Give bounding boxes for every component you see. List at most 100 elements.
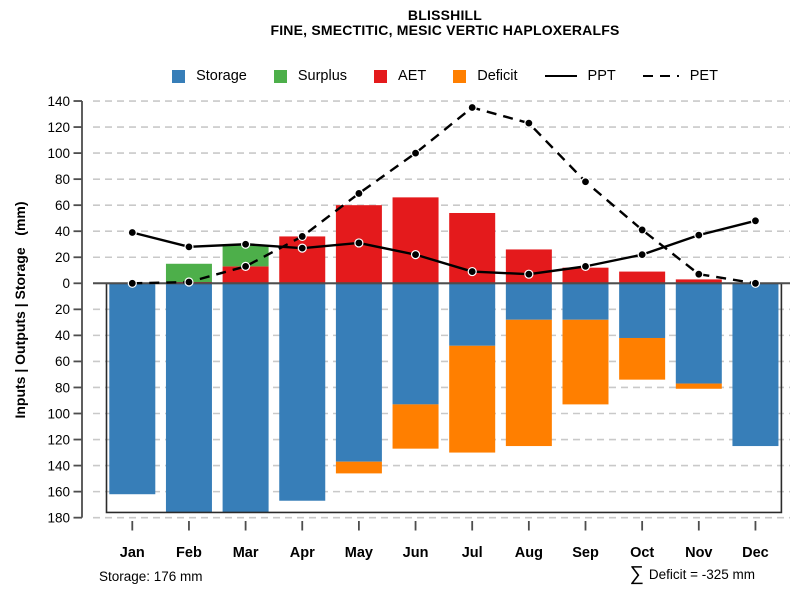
- month-label-Mar: Mar: [233, 545, 259, 561]
- legend-item-ppt: PPT: [544, 68, 616, 84]
- bar-storage-Jul: [449, 283, 496, 346]
- month-label-Nov: Nov: [685, 545, 712, 561]
- ppt-marker-Jun: [410, 250, 421, 260]
- pet-marker-Jun: [410, 148, 421, 158]
- legend-item-pet: PET: [642, 68, 718, 84]
- y-tick-label-40: 40: [55, 224, 70, 239]
- legend-label: Deficit: [477, 68, 518, 84]
- bar-deficit-Oct: [619, 337, 666, 380]
- bar-deficit-Sep: [562, 319, 609, 405]
- y-tick-label-60: 60: [55, 198, 70, 213]
- bar-storage-Dec: [732, 283, 779, 447]
- month-label-Jan: Jan: [120, 545, 145, 561]
- pet-marker-Nov: [694, 269, 704, 279]
- bar-deficit-Nov: [675, 383, 722, 389]
- month-label-Feb: Feb: [176, 545, 202, 561]
- pet-marker-Sep: [580, 177, 591, 187]
- legend-line-swatch-ppt: [544, 75, 577, 77]
- y-tick-label--140: 140: [47, 458, 70, 473]
- storage-annotation: Storage: 176 mm: [99, 569, 203, 584]
- bar-storage-Aug: [505, 283, 552, 320]
- pet-line: [132, 106, 756, 285]
- bar-surplus-Feb: [165, 263, 212, 282]
- pet-marker-Aug: [524, 118, 534, 128]
- ppt-marker-Feb: [184, 242, 194, 252]
- y-tick-label--40: 40: [55, 328, 70, 343]
- pet-marker-Jul: [467, 102, 477, 113]
- legend-item-aet: AET: [374, 68, 426, 84]
- ppt-marker-Nov: [694, 230, 704, 240]
- pet-marker-May: [354, 188, 364, 199]
- bar-deficit-Jun: [392, 404, 439, 449]
- bar-storage-Mar: [222, 283, 269, 513]
- ppt-marker-Oct: [637, 250, 647, 260]
- ppt-marker-Jul: [467, 266, 477, 277]
- ppt-marker-Aug: [524, 269, 534, 279]
- bar-aet-Oct: [619, 271, 666, 284]
- y-axis-label: Inputs | Outputs | Storage (mm): [12, 201, 28, 419]
- bar-storage-May: [335, 283, 382, 462]
- month-label-Sep: Sep: [572, 545, 599, 561]
- y-tick-label--180: 180: [47, 510, 70, 525]
- y-tick-label--20: 20: [55, 302, 70, 317]
- legend-item-surplus: Surplus: [273, 68, 347, 84]
- pet-marker-Oct: [637, 225, 647, 235]
- bar-storage-Jan: [109, 283, 156, 495]
- bar-aet-Apr: [279, 236, 326, 284]
- bar-storage-Sep: [562, 283, 609, 320]
- deficit-annotation: ∑ Deficit = -325 mm: [630, 564, 755, 584]
- ppt-marker-May: [354, 238, 364, 248]
- legend-square-swatch-deficit: [453, 69, 467, 83]
- legend-label: PET: [689, 68, 718, 84]
- y-tick-label--100: 100: [47, 406, 70, 421]
- y-tick-label-80: 80: [55, 172, 70, 187]
- legend: Storage Surplus AET Deficit PPT PET: [90, 63, 800, 89]
- month-label-Aug: Aug: [515, 545, 543, 561]
- legend-label: Storage: [196, 68, 247, 84]
- month-label-Apr: Apr: [290, 545, 315, 561]
- y-tick-label--120: 120: [47, 432, 70, 447]
- legend-square-swatch-surplus: [273, 69, 287, 83]
- y-tick-label-20: 20: [55, 250, 70, 265]
- legend-square-swatch-storage: [172, 69, 186, 83]
- bar-aet-Sep: [562, 267, 609, 284]
- month-label-Oct: Oct: [630, 545, 654, 561]
- pet-marker-Mar: [241, 261, 251, 271]
- bar-storage-Jun: [392, 283, 439, 405]
- bar-storage-Feb: [165, 283, 212, 513]
- chart-subtitle: FINE, SMECTITIC, MESIC VERTIC HAPLOXERAL…: [270, 22, 620, 38]
- legend-item-deficit: Deficit: [453, 68, 518, 84]
- bar-storage-Nov: [675, 283, 722, 384]
- bar-storage-Apr: [279, 283, 326, 501]
- y-tick-label--160: 160: [47, 484, 70, 499]
- legend-item-storage: Storage: [172, 68, 247, 84]
- pet-marker-Jan: [127, 278, 137, 288]
- y-tick-label--80: 80: [55, 380, 70, 395]
- ppt-marker-Apr: [297, 243, 307, 253]
- month-label-Dec: Dec: [742, 545, 769, 561]
- pet-marker-Dec: [750, 278, 761, 288]
- ppt-marker-Dec: [750, 216, 761, 226]
- ppt-marker-Jan: [127, 227, 137, 238]
- deficit-sum-text: Deficit = -325 mm: [648, 566, 755, 582]
- y-tick-label-0: 0: [62, 276, 70, 291]
- ppt-marker-Sep: [580, 261, 591, 271]
- bar-storage-Oct: [619, 283, 666, 338]
- pet-marker-Feb: [184, 277, 194, 287]
- bar-deficit-Jul: [449, 345, 496, 453]
- month-label-May: May: [345, 545, 373, 561]
- legend-square-swatch-aet: [374, 69, 388, 83]
- bar-aet-Nov: [675, 279, 722, 284]
- legend-label: AET: [398, 68, 427, 84]
- month-label-Jul: Jul: [462, 545, 483, 561]
- legend-dash-swatch-pet: [642, 74, 679, 78]
- ppt-line: [132, 219, 756, 276]
- pet-marker-Apr: [297, 231, 307, 242]
- sigma-icon: ∑: [629, 563, 644, 585]
- y-tick-label-140: 140: [47, 94, 70, 109]
- ppt-marker-Mar: [241, 239, 251, 249]
- legend-label: PPT: [587, 68, 616, 84]
- bar-deficit-May: [335, 461, 382, 474]
